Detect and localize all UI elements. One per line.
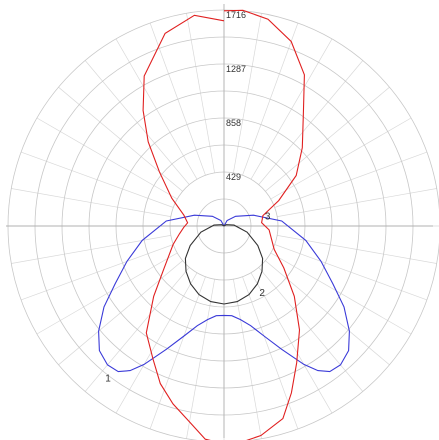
- curve-labels: 1 2 3: [105, 212, 271, 385]
- tick-labels: 429 858 1287 1716: [226, 10, 246, 182]
- series-1-curve: [98, 214, 350, 373]
- radial-tick-label: 1287: [226, 64, 246, 74]
- series-3-curve: [142, 9, 305, 440]
- curves: [98, 9, 350, 440]
- series-3-label: 3: [265, 212, 271, 223]
- radial-tick-label: 858: [226, 118, 241, 128]
- radial-tick-label: 429: [226, 172, 241, 182]
- series-1-label: 1: [105, 374, 111, 385]
- series-2-label: 2: [259, 288, 265, 299]
- series-2-curve: [184, 224, 264, 305]
- radial-tick-label: 1716: [226, 10, 246, 20]
